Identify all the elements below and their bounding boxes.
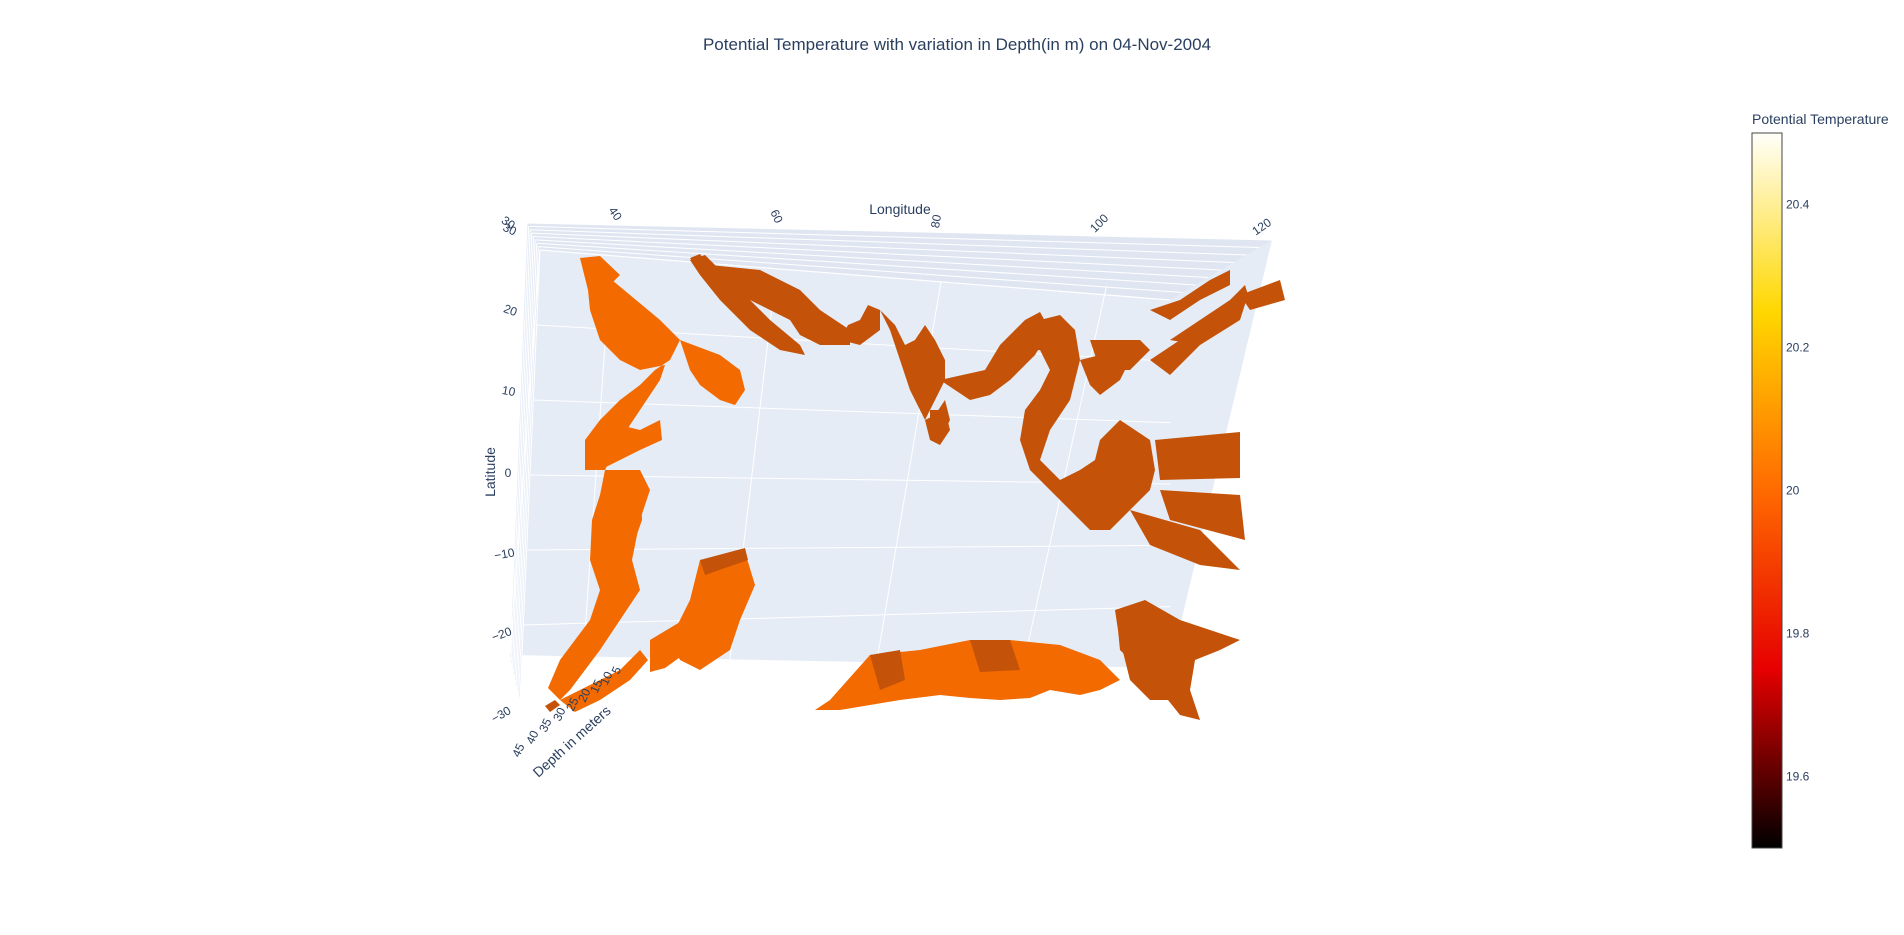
gridline <box>528 225 1260 248</box>
gridline <box>519 249 541 701</box>
surface-patch <box>580 256 620 285</box>
colorbar-tick-label: 20.4 <box>1786 198 1810 212</box>
surface-patch <box>940 312 1050 400</box>
z-tick-label: 10 <box>597 669 615 687</box>
gridline <box>518 246 539 695</box>
chart-title: Potential Temperature with variation in … <box>703 35 1211 54</box>
z-axis-ticks: 45 40 35 30 25 20 15 10 5 <box>509 664 624 759</box>
x-tick-label: 120 <box>1249 215 1274 238</box>
gridline <box>530 229 1247 256</box>
y-tick-label: −20 <box>490 624 514 644</box>
x-tick-label: 100 <box>1087 211 1111 235</box>
gridline <box>517 243 538 689</box>
gridline <box>533 236 1222 271</box>
gridline <box>531 232 1234 263</box>
surface-patch <box>680 340 745 405</box>
surface-patch <box>560 650 648 712</box>
z-tick-label: 40 <box>523 728 541 746</box>
x-tick-label: 40 <box>606 204 625 223</box>
surface-patch <box>880 310 945 420</box>
gridline <box>510 226 530 661</box>
surface-patch <box>1000 315 1155 530</box>
y-tick-label: 10 <box>501 383 517 399</box>
surface-patch <box>1150 270 1230 320</box>
gridline <box>513 233 533 672</box>
colorbar-tick-label: 19.6 <box>1786 770 1810 784</box>
gridline <box>539 249 1171 301</box>
surface-patch <box>1120 640 1170 700</box>
x-axis-title: Longitude <box>869 201 931 217</box>
y-tick-label: −10 <box>493 545 516 562</box>
gridline <box>1022 286 1107 666</box>
gridline <box>514 236 534 678</box>
z-tick-label: 15 <box>587 677 605 695</box>
surface-patch <box>1240 280 1285 310</box>
surface-patch <box>700 548 748 575</box>
surface-patch <box>970 640 1020 672</box>
z-tick-label: 25 <box>563 695 581 713</box>
gridline <box>526 222 1273 241</box>
temperature-surfaces <box>545 254 1285 720</box>
colorbar-tick-label: 20 <box>1786 484 1800 498</box>
y-axis-title: Latitude <box>482 447 498 497</box>
surface-patch <box>1170 285 1248 345</box>
surface-patch <box>1130 510 1240 570</box>
colorbar-title: Potential Temperature <box>1752 111 1889 127</box>
gridline <box>1169 289 1273 669</box>
surface-patch <box>1090 340 1150 370</box>
x-tick-label: 60 <box>767 207 785 225</box>
colorbar: Potential Temperature 20.4 20.2 20 19.8 19.6 <box>1751 111 1889 849</box>
gridline <box>538 246 1183 293</box>
surface-patch <box>1155 432 1240 480</box>
surface-patch <box>650 610 720 672</box>
gridline <box>512 229 531 667</box>
surface-patch <box>1160 490 1245 540</box>
gridline <box>509 222 528 656</box>
y-tick-label: 0 <box>505 466 512 480</box>
surface-patch <box>840 305 880 345</box>
colorbar-gradient <box>1751 132 1783 849</box>
scene-3d[interactable]: 30 40 60 80 100 120 Longitude 30 20 10 0… <box>482 201 1285 780</box>
z-tick-label: 30 <box>550 705 568 723</box>
surface-patch <box>930 410 950 445</box>
gridline <box>535 239 1209 278</box>
colorbar-ticks: 20.4 20.2 20 19.8 19.6 <box>1786 198 1810 784</box>
surface-patch <box>690 254 712 278</box>
colorbar-tick-label: 20.2 <box>1786 341 1810 355</box>
z-axis-title: Depth in meters <box>530 702 614 780</box>
surface-patch <box>605 470 642 570</box>
colorbar-tick-label: 19.8 <box>1786 627 1810 641</box>
surface-patch <box>545 700 560 712</box>
z-tick-label: 20 <box>575 686 593 704</box>
surface-patch <box>690 255 805 355</box>
gridline <box>536 242 1196 286</box>
z-tick-label: 45 <box>509 741 527 759</box>
gridline <box>523 606 1171 626</box>
y-axis-ticks: 30 20 10 0 −10 −20 −30 <box>489 220 520 725</box>
surface-patch <box>585 420 662 470</box>
x-tick-label: 80 <box>928 213 944 229</box>
surface-patch <box>870 650 905 690</box>
y-tick-label: 20 <box>502 301 520 319</box>
surface-patch <box>1115 600 1240 720</box>
z-tick-label: 35 <box>536 716 554 734</box>
y-tick-label: −30 <box>489 703 514 725</box>
gridline <box>515 239 536 684</box>
surface-patch <box>780 305 850 345</box>
y-tick-label: 30 <box>501 220 519 238</box>
